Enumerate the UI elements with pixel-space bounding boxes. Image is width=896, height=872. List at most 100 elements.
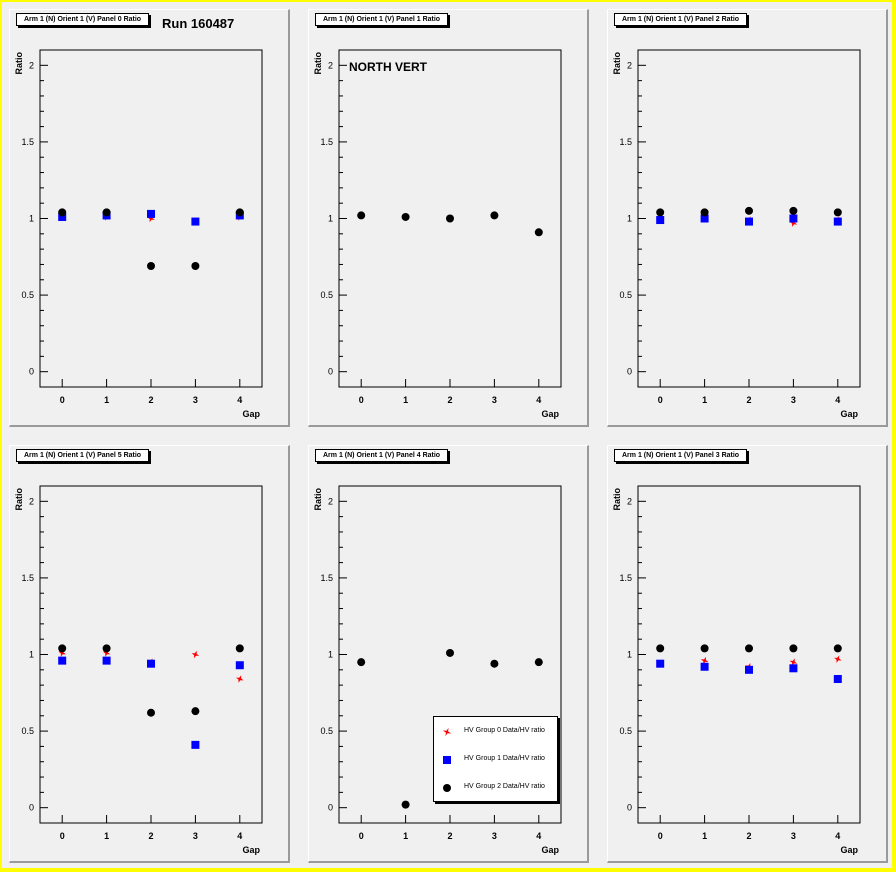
legend-entry-group1: HV Group 1 Data/HV ratio — [434, 753, 557, 767]
panel-title: Arm 1 (N) Orient 1 (V) Panel 5 Ratio — [16, 449, 150, 462]
panel-2-pad[interactable]: Arm 1 (N) Orient 1 (V) Panel 2 Ratio 0 0.… — [607, 9, 888, 427]
y-axis-label: Ratio — [14, 51, 24, 74]
legend-label: HV Group 1 Data/HV ratio — [464, 755, 545, 762]
data-point-group2 — [534, 658, 543, 667]
panel-0-pad[interactable]: Arm 1 (N) Orient 1 (V) Panel 0 Ratio 0 0.… — [9, 9, 290, 427]
y-tick-label: 2 — [627, 496, 632, 506]
y-tick-label: 1.5 — [619, 137, 632, 147]
legend-entry-group2: HV Group 2 Data/HV ratio — [434, 781, 557, 795]
x-axis-label: Gap — [541, 409, 559, 419]
data-point-group1 — [833, 217, 842, 226]
plot-frame — [39, 485, 263, 824]
y-tick-label: 2 — [328, 60, 333, 70]
x-tick-label: 0 — [359, 395, 364, 405]
plot-frame — [637, 485, 861, 824]
x-tick-label: 0 — [658, 395, 663, 405]
y-tick-label: 0.5 — [21, 726, 34, 736]
data-point-group1 — [147, 659, 155, 668]
data-point-group1 — [102, 656, 111, 665]
data-point-group2 — [789, 644, 798, 653]
y-tick-label: 0 — [29, 367, 34, 377]
data-point-group1 — [700, 214, 709, 223]
data-point-group2 — [235, 644, 244, 653]
y-tick-label: 0 — [328, 367, 333, 377]
data-point-group1 — [789, 214, 798, 223]
x-axis-label: Gap — [242, 845, 260, 855]
data-point-group2 — [490, 211, 499, 220]
data-point-group2 — [700, 208, 709, 217]
x-tick-label: 0 — [359, 831, 364, 841]
x-tick-label: 4 — [536, 831, 541, 841]
y-tick-label: 1.5 — [320, 573, 333, 583]
y-tick-label: 1 — [627, 650, 632, 660]
x-tick-label: 2 — [746, 831, 751, 841]
data-point-group1 — [191, 217, 200, 226]
data-point-group1 — [58, 656, 67, 665]
data-point-group2 — [700, 644, 709, 653]
x-axis-label: Gap — [541, 845, 559, 855]
x-tick-label: 3 — [492, 831, 497, 841]
x-tick-label: 1 — [104, 395, 109, 405]
data-point-group2 — [357, 211, 366, 220]
panel-5-pad[interactable]: Arm 1 (N) Orient 1 (V) Panel 5 Ratio 0 0.… — [9, 445, 290, 863]
data-point-group0 — [102, 649, 111, 657]
data-point-group2 — [534, 228, 543, 237]
data-point-group2 — [147, 261, 155, 270]
y-tick-label: 1.5 — [619, 573, 632, 583]
data-point-group2 — [401, 212, 410, 221]
x-tick-label: 3 — [791, 831, 796, 841]
data-point-group2 — [833, 644, 842, 653]
detector-label: NORTH VERT — [349, 60, 427, 74]
x-axis-label: Gap — [840, 409, 858, 419]
panel-title: Arm 1 (N) Orient 1 (V) Panel 1 Ratio — [315, 13, 449, 26]
y-tick-label: 2 — [328, 496, 333, 506]
y-axis-label: Ratio — [14, 487, 24, 510]
data-point-group2 — [656, 208, 665, 217]
legend-label: HV Group 2 Data/HV ratio — [464, 783, 545, 790]
y-tick-label: 1.5 — [21, 137, 34, 147]
y-tick-label: 0 — [627, 367, 632, 377]
x-tick-label: 4 — [835, 831, 840, 841]
y-tick-label: 0.5 — [320, 290, 333, 300]
y-tick-label: 0 — [627, 803, 632, 813]
legend-box[interactable]: HV Group 0 Data/HV ratio HV Group 1 Data… — [433, 716, 558, 802]
data-point-group2 — [745, 644, 753, 653]
y-tick-label: 0.5 — [320, 726, 333, 736]
data-point-group2 — [102, 208, 111, 217]
x-tick-label: 4 — [536, 395, 541, 405]
data-point-group0 — [191, 650, 200, 659]
data-point-group1 — [191, 740, 200, 749]
y-tick-label: 0.5 — [619, 290, 632, 300]
panel-1-pad[interactable]: Arm 1 (N) Orient 1 (V) Panel 1 Ratio 0 0.… — [308, 9, 589, 427]
data-point-group2 — [401, 800, 410, 809]
x-tick-label: 2 — [148, 395, 153, 405]
data-point-group2 — [102, 644, 111, 653]
panel-title: Arm 1 (N) Orient 1 (V) Panel 4 Ratio — [315, 449, 449, 462]
data-point-group2 — [745, 206, 753, 215]
data-point-group0 — [700, 656, 709, 665]
x-tick-label: 0 — [60, 831, 65, 841]
y-tick-label: 0 — [328, 803, 333, 813]
y-tick-label: 1 — [29, 650, 34, 660]
panel-3-pad[interactable]: Arm 1 (N) Orient 1 (V) Panel 3 Ratio 0 0.… — [607, 445, 888, 863]
data-point-group2 — [446, 214, 454, 223]
data-point-group1 — [656, 659, 665, 668]
data-point-group2 — [147, 708, 155, 717]
y-tick-label: 1 — [328, 214, 333, 224]
data-point-group0 — [58, 649, 66, 657]
star-marker-icon — [442, 727, 452, 737]
x-tick-label: 2 — [148, 831, 153, 841]
y-tick-label: 1 — [328, 650, 333, 660]
panel-title: Arm 1 (N) Orient 1 (V) Panel 2 Ratio — [614, 13, 748, 26]
data-point-group1 — [147, 209, 155, 218]
y-tick-label: 2 — [627, 60, 632, 70]
x-tick-label: 1 — [702, 831, 707, 841]
x-tick-label: 2 — [447, 831, 452, 841]
y-tick-label: 2 — [29, 60, 34, 70]
legend-label: HV Group 0 Data/HV ratio — [464, 727, 545, 734]
x-tick-label: 1 — [403, 395, 408, 405]
